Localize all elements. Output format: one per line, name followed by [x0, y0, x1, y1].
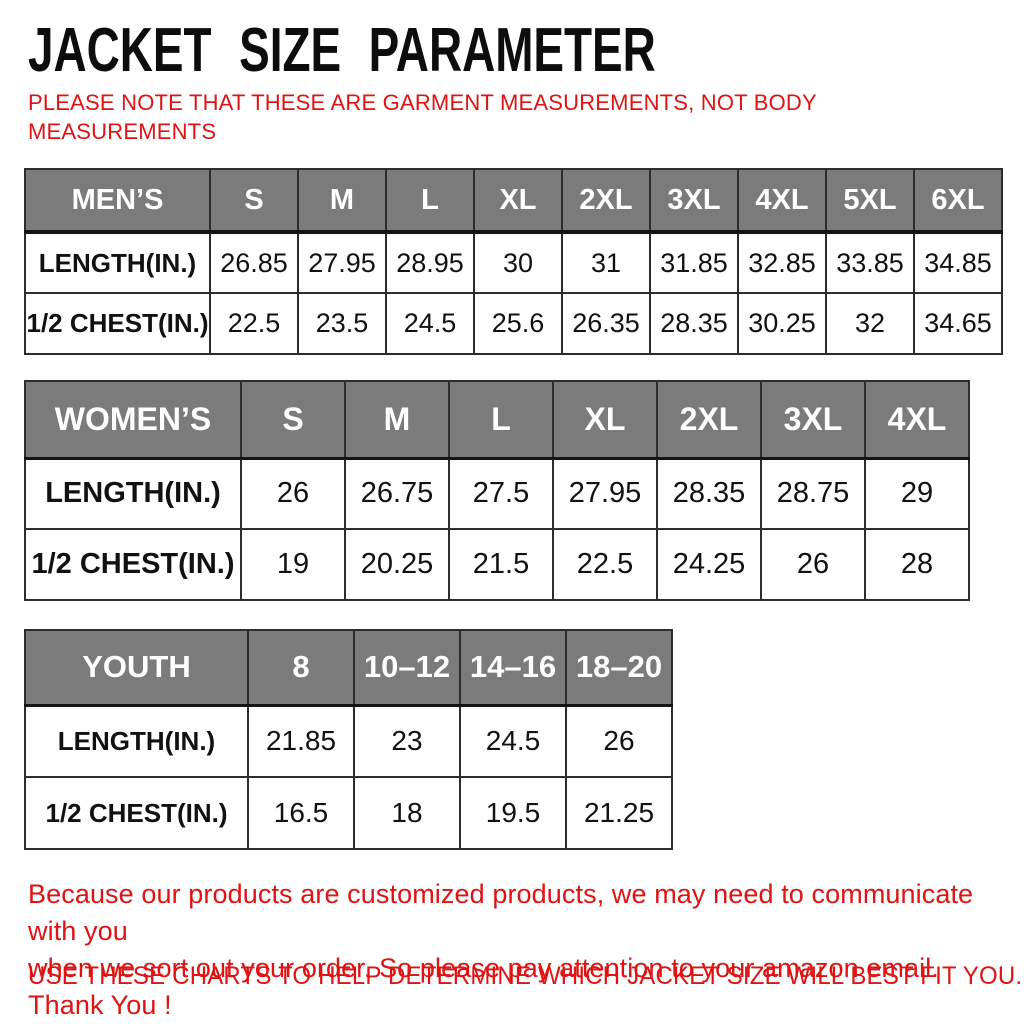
measurement-value-cell: 26.85 — [209, 231, 299, 294]
womens-table-title: WOMEN’S — [24, 380, 242, 460]
size-header-cell: 4XL — [737, 168, 827, 234]
size-header-cell: 14–16 — [459, 629, 567, 707]
measurement-value-cell: 27.5 — [448, 457, 554, 530]
measurement-value-cell: 24.5 — [459, 704, 567, 778]
measurement-value-cell: 27.95 — [552, 457, 658, 530]
measurement-label-cell: LENGTH(IN.) — [24, 704, 249, 778]
measurement-value-cell: 30.25 — [737, 292, 827, 355]
mens-chest-row: 1/2 CHEST(IN.) 22.5 23.5 24.5 25.6 26.35… — [24, 292, 1003, 355]
measurement-label-cell: 1/2 CHEST(IN.) — [24, 528, 242, 601]
measurement-value-cell: 29 — [864, 457, 970, 530]
youth-length-row: LENGTH(IN.) 21.85 23 24.5 26 — [24, 704, 673, 778]
measurement-value-cell: 26 — [565, 704, 673, 778]
measurement-value-cell: 19 — [240, 528, 346, 601]
size-header-cell: 8 — [247, 629, 355, 707]
measurement-label-cell: 1/2 CHEST(IN.) — [24, 776, 249, 850]
size-header-cell: S — [209, 168, 299, 234]
youth-table-title: YOUTH — [24, 629, 249, 707]
size-header-cell: XL — [473, 168, 563, 234]
womens-length-row: LENGTH(IN.) 26 26.75 27.5 27.95 28.35 28… — [24, 457, 970, 530]
measurement-value-cell: 26.35 — [561, 292, 651, 355]
measurement-value-cell: 26.75 — [344, 457, 450, 530]
size-header-cell: 4XL — [864, 380, 970, 460]
womens-size-table: WOMEN’S S M L XL 2XL 3XL 4XL LENGTH(IN.)… — [24, 380, 970, 601]
size-header-cell: S — [240, 380, 346, 460]
size-header-cell: 6XL — [913, 168, 1003, 234]
measurement-value-cell: 28.35 — [656, 457, 762, 530]
chart-usage-note: USE THESE CHARTS TO HELP DETERMINE WHICH… — [28, 962, 1023, 990]
mens-header-row: MEN’S S M L XL 2XL 3XL 4XL 5XL 6XL — [24, 168, 1003, 234]
womens-header-row: WOMEN’S S M L XL 2XL 3XL 4XL — [24, 380, 970, 460]
customization-notice: Because our products are customized prod… — [28, 876, 1018, 1024]
measurement-value-cell: 34.85 — [913, 231, 1003, 294]
measurement-value-cell: 20.25 — [344, 528, 450, 601]
youth-size-table: YOUTH 8 10–12 14–16 18–20 LENGTH(IN.) 21… — [24, 629, 673, 850]
size-header-cell: 2XL — [656, 380, 762, 460]
measurement-value-cell: 28.75 — [760, 457, 866, 530]
measurement-label-cell: LENGTH(IN.) — [24, 457, 242, 530]
measurement-value-cell: 28.95 — [385, 231, 475, 294]
measurement-value-cell: 26 — [760, 528, 866, 601]
measurement-value-cell: 32 — [825, 292, 915, 355]
measurement-value-cell: 19.5 — [459, 776, 567, 850]
measurement-value-cell: 21.5 — [448, 528, 554, 601]
measurement-value-cell: 34.65 — [913, 292, 1003, 355]
measurement-label-cell: LENGTH(IN.) — [24, 231, 211, 294]
size-header-cell: 3XL — [649, 168, 739, 234]
size-header-cell: 5XL — [825, 168, 915, 234]
measurement-value-cell: 22.5 — [209, 292, 299, 355]
measurement-value-cell: 23 — [353, 704, 461, 778]
measurement-value-cell: 23.5 — [297, 292, 387, 355]
garment-measurement-note: PLEASE NOTE THAT THESE ARE GARMENT MEASU… — [28, 90, 817, 144]
measurement-value-cell: 32.85 — [737, 231, 827, 294]
measurement-value-cell: 33.85 — [825, 231, 915, 294]
size-header-cell: XL — [552, 380, 658, 460]
measurement-label-cell: 1/2 CHEST(IN.) — [24, 292, 211, 355]
size-header-cell: 18–20 — [565, 629, 673, 707]
customization-notice-line2: when we sort out your order. So please p… — [28, 953, 939, 1020]
size-header-cell: M — [344, 380, 450, 460]
size-header-cell: 10–12 — [353, 629, 461, 707]
youth-chest-row: 1/2 CHEST(IN.) 16.5 18 19.5 21.25 — [24, 776, 673, 850]
measurement-value-cell: 31.85 — [649, 231, 739, 294]
measurement-value-cell: 26 — [240, 457, 346, 530]
measurement-value-cell: 18 — [353, 776, 461, 850]
measurement-value-cell: 24.25 — [656, 528, 762, 601]
measurement-value-cell: 27.95 — [297, 231, 387, 294]
mens-length-row: LENGTH(IN.) 26.85 27.95 28.95 30 31 31.8… — [24, 231, 1003, 294]
mens-size-table: MEN’S S M L XL 2XL 3XL 4XL 5XL 6XL LENGT… — [24, 168, 1003, 355]
measurement-value-cell: 21.25 — [565, 776, 673, 850]
customization-notice-line1: Because our products are customized prod… — [28, 879, 974, 946]
size-header-cell: L — [385, 168, 475, 234]
mens-table-title: MEN’S — [24, 168, 211, 234]
measurement-value-cell: 16.5 — [247, 776, 355, 850]
size-header-cell: L — [448, 380, 554, 460]
size-header-cell: M — [297, 168, 387, 234]
measurement-value-cell: 22.5 — [552, 528, 658, 601]
measurement-value-cell: 25.6 — [473, 292, 563, 355]
measurement-value-cell: 30 — [473, 231, 563, 294]
womens-chest-row: 1/2 CHEST(IN.) 19 20.25 21.5 22.5 24.25 … — [24, 528, 970, 601]
page-title: JACKET SIZE PARAMETER — [28, 16, 656, 85]
size-header-cell: 2XL — [561, 168, 651, 234]
measurement-value-cell: 24.5 — [385, 292, 475, 355]
youth-header-row: YOUTH 8 10–12 14–16 18–20 — [24, 629, 673, 707]
measurement-value-cell: 31 — [561, 231, 651, 294]
measurement-value-cell: 28 — [864, 528, 970, 601]
measurement-value-cell: 28.35 — [649, 292, 739, 355]
measurement-value-cell: 21.85 — [247, 704, 355, 778]
size-header-cell: 3XL — [760, 380, 866, 460]
